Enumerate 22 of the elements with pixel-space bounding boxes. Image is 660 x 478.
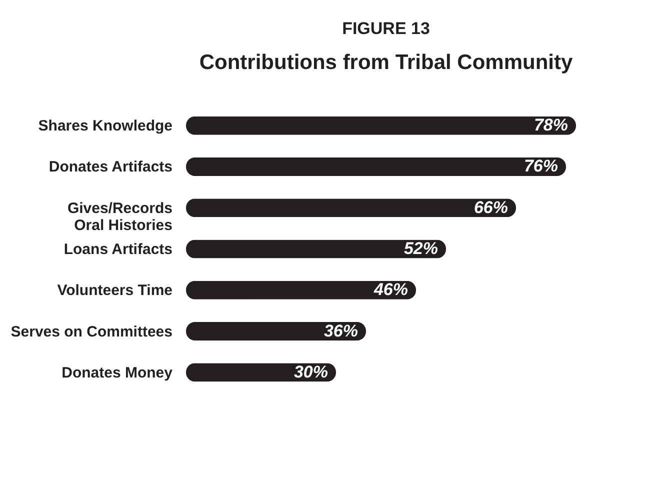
bar — [186, 157, 566, 176]
data-label: 30% — [294, 362, 328, 382]
bar — [186, 116, 576, 135]
bar — [186, 322, 366, 341]
chart-title: FIGURE 13 — [342, 19, 430, 38]
data-label: 52% — [404, 239, 438, 258]
data-label: 46% — [372, 280, 408, 300]
y-tick-label: Shares Knowledge — [38, 118, 172, 135]
chart-subtitle: Contributions from Tribal Community — [199, 51, 573, 74]
y-tick-label: Serves on Committees — [10, 323, 172, 340]
bar — [186, 240, 446, 258]
data-label: 78% — [534, 116, 568, 135]
bar — [186, 198, 516, 218]
data-label: 66% — [474, 198, 508, 217]
bar — [186, 280, 416, 300]
y-tick-label: Donates Money — [62, 364, 174, 382]
y-tick-label: Volunteers Time — [57, 282, 172, 300]
y-tick-label: Gives/Records Oral Histories — [67, 200, 172, 234]
data-label: 76% — [524, 156, 558, 176]
y-tick-label: Donates Artifacts — [48, 158, 172, 176]
y-tick-label: Loans Artifacts — [64, 241, 172, 258]
data-label: 36% — [324, 321, 358, 340]
